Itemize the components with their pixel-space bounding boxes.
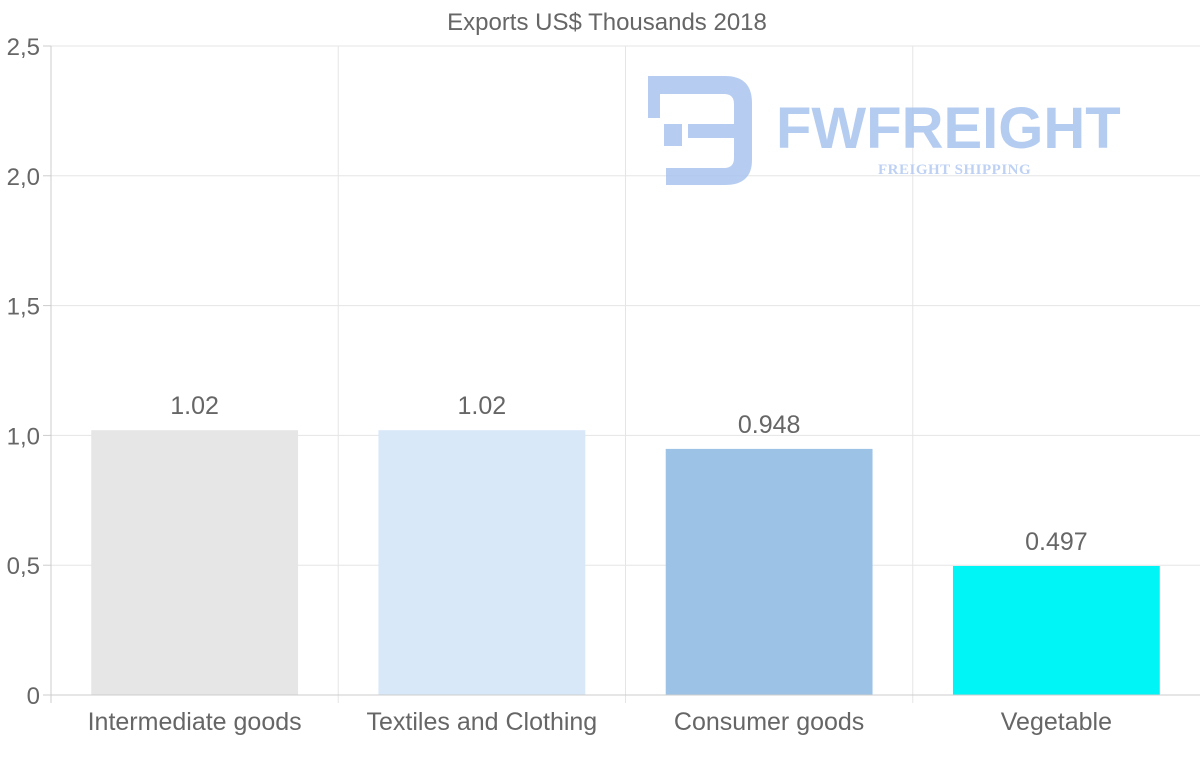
data-label: 0.497 <box>1025 528 1088 556</box>
category-label: Textiles and Clothing <box>367 708 598 736</box>
y-tick-label: 1,5 <box>7 294 40 321</box>
data-label: 0.948 <box>738 411 801 439</box>
y-tick-label: 1,0 <box>7 423 40 450</box>
chart-title: Exports US$ Thousands 2018 <box>447 9 767 36</box>
y-axis-ticks: 0 0,5 1,0 1,5 2,0 2,5 <box>7 34 51 710</box>
bar <box>665 448 873 695</box>
bars <box>91 430 1160 695</box>
watermark-tagline: FREIGHT SHIPPING <box>878 162 1031 178</box>
category-label: Consumer goods <box>674 708 864 736</box>
y-tick-label: 0,5 <box>7 553 40 580</box>
y-tick-label: 2,5 <box>7 34 40 61</box>
category-label: Vegetable <box>1001 708 1112 736</box>
y-tick-label: 2,0 <box>7 164 40 191</box>
category-labels: Intermediate goods Textiles and Clothing C… <box>88 708 1112 736</box>
bar <box>378 430 586 695</box>
data-label: 1.02 <box>458 392 507 420</box>
watermark-logo-icon <box>648 76 752 185</box>
y-tick-label: 0 <box>27 683 40 710</box>
data-label: 1.02 <box>170 392 219 420</box>
bar <box>91 430 299 695</box>
category-label: Intermediate goods <box>88 708 302 736</box>
bar <box>952 565 1160 695</box>
watermark-brand: FWFREIGHT <box>776 96 1121 161</box>
data-labels: 1.02 1.02 0.948 0.497 <box>170 392 1087 556</box>
watermark-logo: FWFREIGHT FREIGHT SHIPPING <box>648 76 1121 185</box>
